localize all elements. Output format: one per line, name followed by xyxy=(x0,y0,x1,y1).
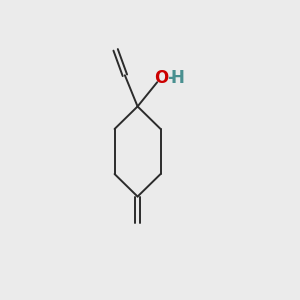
Text: H: H xyxy=(171,69,184,87)
Text: O: O xyxy=(154,69,169,87)
Text: -: - xyxy=(167,69,174,87)
